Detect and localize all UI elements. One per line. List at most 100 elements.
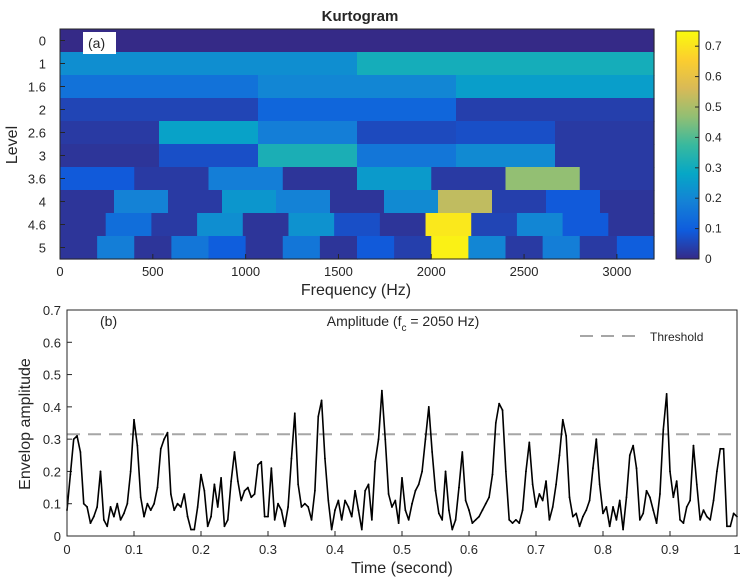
- kurtogram-cell: [208, 167, 284, 191]
- envelope-point: [293, 412, 296, 415]
- envelope-point: [102, 518, 105, 521]
- kurtogram-cell: [245, 236, 284, 260]
- envelope-point: [561, 418, 564, 421]
- envelope-point: [384, 438, 387, 441]
- envelope-point: [267, 515, 269, 518]
- kurtogram-cell: [60, 29, 655, 53]
- envelope-x-tick-label: 1: [733, 542, 740, 557]
- kurtogram-cell: [258, 98, 457, 122]
- kurtogram-level-label: 4: [39, 195, 46, 210]
- envelope-point: [702, 509, 705, 512]
- envelope-point: [327, 499, 330, 502]
- envelope-point: [119, 518, 122, 521]
- kurtogram-cell: [151, 213, 198, 237]
- envelope-point: [381, 389, 383, 392]
- kurtogram-cell: [505, 236, 544, 260]
- envelope-point: [608, 525, 611, 528]
- envelope-point: [350, 515, 353, 518]
- panel-a-label-background: [83, 32, 116, 54]
- envelope-point: [347, 506, 350, 508]
- kurtogram-cell: [379, 213, 427, 237]
- envelope-point: [357, 509, 360, 512]
- envelope-point: [481, 509, 484, 512]
- envelope-point: [709, 518, 712, 521]
- envelope-point: [659, 493, 661, 495]
- envelope-axes: 0 0.1 0.2 0.3 0.4 0.5 0.6 0.7 0.8 0.9 1 0 0.1 0.2 0.3 0…: [43, 303, 741, 557]
- envelope-point: [190, 528, 192, 531]
- envelope-point: [324, 457, 326, 460]
- kurtogram-level-label: 1: [39, 57, 46, 72]
- kurtogram-level-label: 2.6: [28, 126, 46, 141]
- envelope-point: [471, 522, 474, 524]
- envelope-point: [618, 499, 621, 502]
- envelope-point: [575, 512, 578, 515]
- envelope-point: [330, 528, 333, 531]
- kurtogram-x-tick-label: 0: [56, 264, 63, 279]
- kurtogram-x-label: Frequency (Hz): [301, 282, 411, 299]
- envelope-legend: Threshold: [580, 330, 703, 344]
- kurtogram-y-label: Level: [4, 126, 21, 164]
- envelope-point: [401, 476, 403, 479]
- envelope-point: [76, 435, 78, 437]
- envelope-point: [307, 506, 310, 508]
- envelope-point: [337, 499, 340, 502]
- envelope-title: Amplitude (fc = 2050 Hz): [327, 313, 479, 334]
- envelope-point: [417, 483, 420, 486]
- kurtogram-cell: [334, 213, 381, 237]
- envelope-point: [461, 451, 464, 453]
- envelope-point: [712, 499, 715, 502]
- colorbar-gradient: [675, 30, 700, 260]
- envelope-x-tick-label: 0.5: [393, 542, 411, 557]
- envelope-plot-frame: [66, 309, 738, 537]
- envelope-point: [260, 460, 263, 463]
- envelope-point: [652, 509, 655, 512]
- envelope-point: [391, 506, 393, 508]
- envelope-point: [464, 499, 467, 502]
- kurtogram-cell: [168, 190, 223, 214]
- envelope-point: [320, 399, 323, 402]
- envelope-y-tick-label: 0.3: [43, 432, 61, 447]
- envelope-point: [675, 480, 678, 483]
- envelope-point: [474, 518, 477, 521]
- envelope-point: [531, 483, 534, 486]
- kurtogram-cell: [555, 144, 655, 168]
- envelope-point: [632, 444, 635, 447]
- envelope-point: [451, 528, 454, 531]
- kurtogram-level-label: 0: [39, 34, 46, 49]
- kurtogram-cell: [114, 190, 169, 214]
- envelope-point: [448, 509, 450, 512]
- kurtogram-cell: [60, 52, 358, 76]
- envelope-point: [494, 422, 497, 424]
- envelope-point: [508, 518, 511, 521]
- kurtogram-x-tick-label: 1500: [324, 264, 353, 279]
- envelope-y-tick-label: 0: [54, 529, 61, 544]
- envelope-point: [303, 502, 306, 505]
- envelope-point: [625, 496, 628, 499]
- kurtogram-cell: [471, 213, 518, 237]
- envelope-point: [340, 518, 343, 521]
- envelope-series-line: [66, 389, 738, 531]
- envelope-point: [535, 506, 537, 508]
- envelope-point: [595, 438, 598, 441]
- envelope-point: [163, 438, 166, 441]
- kurtogram-x-tick-label: 2500: [510, 264, 539, 279]
- envelope-point: [491, 473, 494, 476]
- envelope-point: [655, 522, 658, 524]
- kurtogram-cell: [258, 75, 457, 99]
- kurtogram-cell: [542, 236, 581, 260]
- envelope-x-label: Time (second): [351, 560, 453, 577]
- envelope-point: [695, 483, 698, 486]
- kurtogram-cell: [134, 167, 210, 191]
- kurtogram-level-label: 3: [39, 149, 46, 164]
- envelope-point: [367, 483, 370, 486]
- envelope-point: [638, 518, 641, 521]
- kurtogram-level-label: 3.6: [28, 172, 46, 187]
- kurtogram-cell: [159, 121, 259, 145]
- envelope-point: [699, 518, 702, 521]
- envelope-x-tick-label: 0.9: [661, 542, 679, 557]
- envelope-point: [622, 528, 624, 531]
- envelope-point: [153, 502, 156, 505]
- envelope-point: [504, 470, 507, 473]
- kurtogram-cell: [505, 167, 581, 191]
